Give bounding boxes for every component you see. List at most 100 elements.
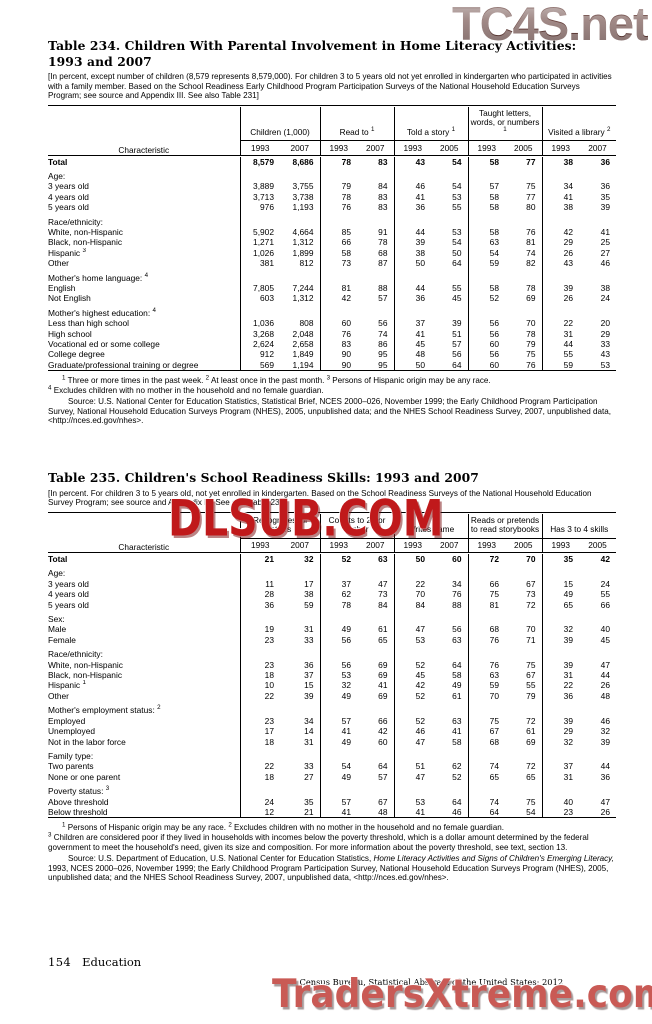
row-value: 65 bbox=[526, 771, 536, 782]
row-value: 59 bbox=[467, 680, 505, 691]
row-value: 54 bbox=[452, 156, 462, 167]
header-characteristic: Characteristic bbox=[118, 144, 170, 155]
row-value: 5,902 bbox=[239, 226, 280, 238]
empty-cell bbox=[431, 747, 468, 761]
row-value: 29 bbox=[541, 237, 579, 248]
row-value: 55 bbox=[526, 680, 536, 691]
row-value: 88 bbox=[378, 282, 388, 293]
row-value: 57 bbox=[378, 771, 388, 782]
row-value: 1,849 bbox=[292, 349, 314, 360]
row-value: 33 bbox=[304, 761, 314, 772]
row-value: 79 bbox=[526, 339, 536, 349]
empty-cell bbox=[541, 268, 579, 283]
empty-cell bbox=[505, 213, 542, 227]
row-value: 22 bbox=[393, 578, 431, 590]
table-row: White, non-Hispanic 23 36 56 69 52 64 76 75 39 47 bbox=[48, 659, 616, 671]
header-year-4-0: 1993 bbox=[541, 537, 579, 553]
row-value: 66 bbox=[600, 599, 610, 610]
empty-cell bbox=[467, 701, 505, 716]
row-value: 70 bbox=[467, 690, 505, 702]
header-group-4: Has 3 to 4 skills bbox=[541, 513, 616, 538]
empty-cell bbox=[467, 303, 505, 319]
row-value: 47 bbox=[393, 736, 431, 747]
empty-cell bbox=[467, 212, 505, 227]
row-value: 2,658 bbox=[292, 339, 314, 349]
row-value: 56 bbox=[452, 624, 462, 635]
row-value: 3,713 bbox=[239, 191, 280, 203]
row-value: 22 bbox=[239, 761, 280, 772]
empty-cell bbox=[357, 213, 394, 227]
row-value: 73 bbox=[526, 589, 536, 600]
row-value: 37 bbox=[319, 578, 357, 590]
row-value: 69 bbox=[526, 736, 536, 747]
row-value: 46 bbox=[600, 715, 610, 726]
row-value: 56 bbox=[319, 659, 357, 671]
empty-cell bbox=[431, 304, 468, 318]
table-year-header-row: 1993 2007 1993 2007 1993 2005 1993 2005 1993 2007 bbox=[48, 140, 616, 155]
row-value: 1,312 bbox=[292, 237, 314, 248]
row-value: 569 bbox=[239, 359, 280, 371]
empty-cell bbox=[393, 166, 431, 182]
empty-cell bbox=[319, 166, 357, 182]
row-value: 42 bbox=[541, 226, 579, 238]
row-label: Employed bbox=[48, 715, 86, 726]
empty-cell bbox=[319, 645, 357, 660]
row-value: 3,889 bbox=[239, 181, 280, 192]
row-value: 80 bbox=[526, 202, 536, 213]
empty-cell bbox=[393, 303, 431, 319]
row-value: 70 bbox=[526, 624, 536, 635]
table-row: Total 8,579 8,686 78 83 43 54 58 77 38 36 bbox=[48, 156, 616, 167]
row-value: 84 bbox=[378, 599, 388, 610]
row-value: 45 bbox=[452, 293, 462, 304]
row-value: 83 bbox=[378, 191, 388, 202]
row-value: 42 bbox=[600, 554, 610, 564]
row-value: 11 bbox=[239, 578, 280, 590]
page-source-line: U.S. Census Bureau, Statistical Abstract… bbox=[280, 977, 564, 987]
table-row: None or one parent 18 27 49 57 47 52 65 65 31 36 bbox=[48, 771, 616, 783]
row-value: 37 bbox=[541, 761, 579, 772]
row-value: 39 bbox=[541, 659, 579, 671]
empty-cell bbox=[467, 268, 505, 283]
empty-cell bbox=[319, 782, 357, 797]
header-year-1-1: 2007 bbox=[357, 140, 394, 155]
row-value: 53 bbox=[452, 226, 462, 237]
empty-cell bbox=[505, 610, 542, 624]
header-group-0: Recognizes all letters bbox=[239, 513, 320, 538]
empty-cell bbox=[319, 268, 357, 283]
table-group-label-row: Family type: bbox=[48, 746, 616, 762]
empty-cell bbox=[579, 269, 616, 283]
header-group-1: Counts to 20 or higher bbox=[319, 513, 394, 538]
row-value: 56 bbox=[319, 634, 357, 646]
row-value: 53 bbox=[393, 634, 431, 646]
src-italic: Home Literacy Activities and Signs of Ch… bbox=[373, 853, 614, 863]
row-value: 33 bbox=[600, 339, 610, 349]
table-234-headnote: [In percent, except number of children (… bbox=[48, 72, 612, 101]
row-value: 50 bbox=[393, 554, 431, 565]
row-value: 75 bbox=[467, 589, 505, 600]
row-value: 77 bbox=[526, 191, 536, 202]
table-group-label-row: Age: bbox=[48, 564, 616, 579]
row-value: 17 bbox=[239, 726, 280, 737]
page-section: Education bbox=[82, 955, 142, 969]
row-value: 66 bbox=[467, 578, 505, 590]
empty-cell bbox=[393, 610, 431, 625]
empty-cell bbox=[280, 167, 320, 181]
header-year-3-0: 1993 bbox=[467, 140, 505, 155]
row-value: 78 bbox=[526, 282, 536, 293]
header-year-4-0: 1993 bbox=[541, 140, 579, 155]
row-value: 88 bbox=[452, 599, 462, 610]
empty-cell bbox=[280, 610, 320, 624]
table-235-footnotes: 1 Persons of Hispanic origin may be any … bbox=[48, 821, 614, 883]
row-label: College degree bbox=[48, 349, 105, 360]
empty-cell bbox=[431, 564, 468, 578]
table-row: Graduate/professional training or degree… bbox=[48, 359, 616, 371]
row-value: 24 bbox=[239, 796, 280, 807]
row-value: 50 bbox=[393, 359, 431, 371]
row-value: 60 bbox=[452, 554, 462, 564]
row-value: 36 bbox=[600, 181, 610, 192]
row-label: Above threshold bbox=[48, 796, 109, 807]
row-value: 39 bbox=[541, 282, 579, 294]
table-row: 3 years old 3,889 3,755 79 84 46 54 57 75 34 36 bbox=[48, 181, 616, 192]
row-value: 52 bbox=[467, 293, 505, 304]
empty-cell bbox=[505, 747, 542, 761]
